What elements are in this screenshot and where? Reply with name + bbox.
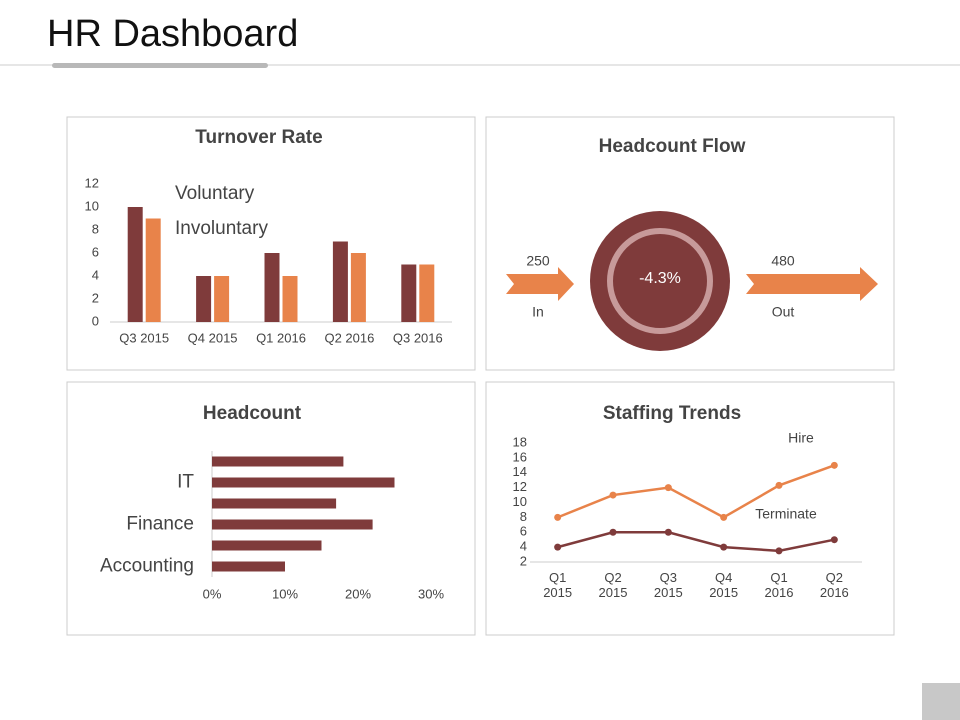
bar bbox=[332, 241, 348, 322]
x-tick-label: Q3 2016 bbox=[393, 330, 443, 345]
bar bbox=[127, 207, 143, 322]
bar bbox=[212, 477, 395, 488]
x-tick-label-text: Q2 2015 bbox=[598, 570, 628, 600]
line bbox=[557, 531, 835, 553]
point bbox=[830, 536, 838, 544]
point bbox=[664, 484, 672, 492]
bar bbox=[212, 456, 344, 467]
panel-title: Turnover Rate bbox=[195, 127, 322, 148]
point bbox=[720, 513, 728, 521]
bar bbox=[282, 276, 298, 322]
y-tick-label: 8 bbox=[520, 509, 527, 524]
x-tick-label: Q3 2015 bbox=[653, 570, 683, 600]
y-tick-label: 6 bbox=[520, 524, 527, 539]
x-tick-label: Q1 2016 bbox=[256, 330, 306, 345]
in-arrow bbox=[506, 267, 574, 301]
x-tick-label: Q3 2015 bbox=[119, 330, 169, 345]
in-label: In bbox=[532, 304, 544, 320]
point bbox=[664, 528, 672, 536]
point bbox=[609, 491, 617, 499]
page-title: HR Dashboard bbox=[47, 13, 298, 55]
bar bbox=[214, 276, 230, 322]
bar bbox=[401, 264, 417, 322]
bar bbox=[212, 498, 337, 509]
point bbox=[554, 543, 562, 551]
bar bbox=[212, 519, 373, 530]
y-tick-label: 18 bbox=[513, 434, 527, 449]
panel bbox=[485, 116, 895, 371]
x-tick-label: 10% bbox=[272, 586, 298, 601]
legend-label: Voluntary bbox=[175, 183, 255, 204]
y-tick-label: 16 bbox=[513, 449, 527, 464]
point bbox=[775, 547, 783, 555]
x-tick-label: 0% bbox=[203, 586, 222, 601]
y-tick-label: 10 bbox=[85, 198, 99, 213]
bar bbox=[212, 540, 322, 551]
panel bbox=[66, 381, 476, 636]
series-label: Hire bbox=[788, 430, 814, 446]
y-tick-label: 2 bbox=[520, 553, 527, 568]
x-tick-label-text: Q1 2015 bbox=[543, 570, 573, 600]
y-tick-label: 8 bbox=[92, 221, 99, 236]
bar bbox=[419, 264, 435, 322]
flow-change: -4.3% bbox=[639, 270, 681, 287]
x-tick-label: Q2 2016 bbox=[819, 570, 849, 600]
y-tick-label: 6 bbox=[92, 244, 99, 259]
y-tick-label: 4 bbox=[520, 539, 527, 554]
x-tick-label: Q2 2015 bbox=[598, 570, 628, 600]
y-tick-label: 0 bbox=[92, 313, 99, 328]
x-tick-label: Q2 2016 bbox=[324, 330, 374, 345]
y-tick-label: 4 bbox=[92, 267, 99, 282]
y-tick-label: Finance bbox=[126, 514, 194, 535]
x-tick-label: Q4 2015 bbox=[709, 570, 739, 600]
out-label: Out bbox=[772, 304, 795, 320]
x-tick-label-text: Q1 2016 bbox=[764, 570, 794, 600]
y-tick-label: Accounting bbox=[100, 556, 194, 577]
header-accent bbox=[52, 63, 268, 68]
x-tick-label: Q4 2015 bbox=[188, 330, 238, 345]
panel-title: Headcount bbox=[203, 403, 302, 424]
in-value: 250 bbox=[526, 253, 550, 269]
out-value: 480 bbox=[771, 253, 795, 269]
out-arrow bbox=[746, 267, 878, 301]
point bbox=[720, 543, 728, 551]
point bbox=[609, 528, 617, 536]
y-tick-label: 14 bbox=[513, 464, 527, 479]
point bbox=[830, 461, 838, 469]
y-tick-label: IT bbox=[177, 472, 194, 493]
x-tick-label: Q1 2016 bbox=[764, 570, 794, 600]
panel-title: Headcount Flow bbox=[599, 136, 746, 157]
x-tick-label-text: Q2 2016 bbox=[819, 570, 849, 600]
panel bbox=[66, 116, 476, 371]
x-tick-label-text: Q3 2015 bbox=[653, 570, 683, 600]
panel-title: Staffing Trends bbox=[603, 403, 741, 424]
legend-label: Involuntary bbox=[175, 218, 268, 239]
corner-block bbox=[922, 683, 960, 720]
panel bbox=[485, 381, 895, 636]
bar bbox=[264, 253, 280, 322]
line bbox=[557, 464, 835, 519]
series-label: Terminate bbox=[755, 506, 817, 522]
x-tick-label: 20% bbox=[345, 586, 371, 601]
point bbox=[775, 481, 783, 489]
y-tick-label: 12 bbox=[85, 175, 99, 190]
y-tick-label: 2 bbox=[92, 290, 99, 305]
y-tick-label: 10 bbox=[513, 494, 527, 509]
flow-ring bbox=[607, 228, 713, 334]
y-tick-label: 12 bbox=[513, 479, 527, 494]
bar bbox=[350, 253, 366, 322]
point bbox=[554, 513, 562, 521]
bar bbox=[196, 276, 212, 322]
x-tick-label-text: Q4 2015 bbox=[709, 570, 739, 600]
x-tick-label: 30% bbox=[418, 586, 444, 601]
bar bbox=[212, 561, 285, 572]
bar bbox=[145, 218, 161, 322]
x-tick-label: Q1 2015 bbox=[543, 570, 573, 600]
